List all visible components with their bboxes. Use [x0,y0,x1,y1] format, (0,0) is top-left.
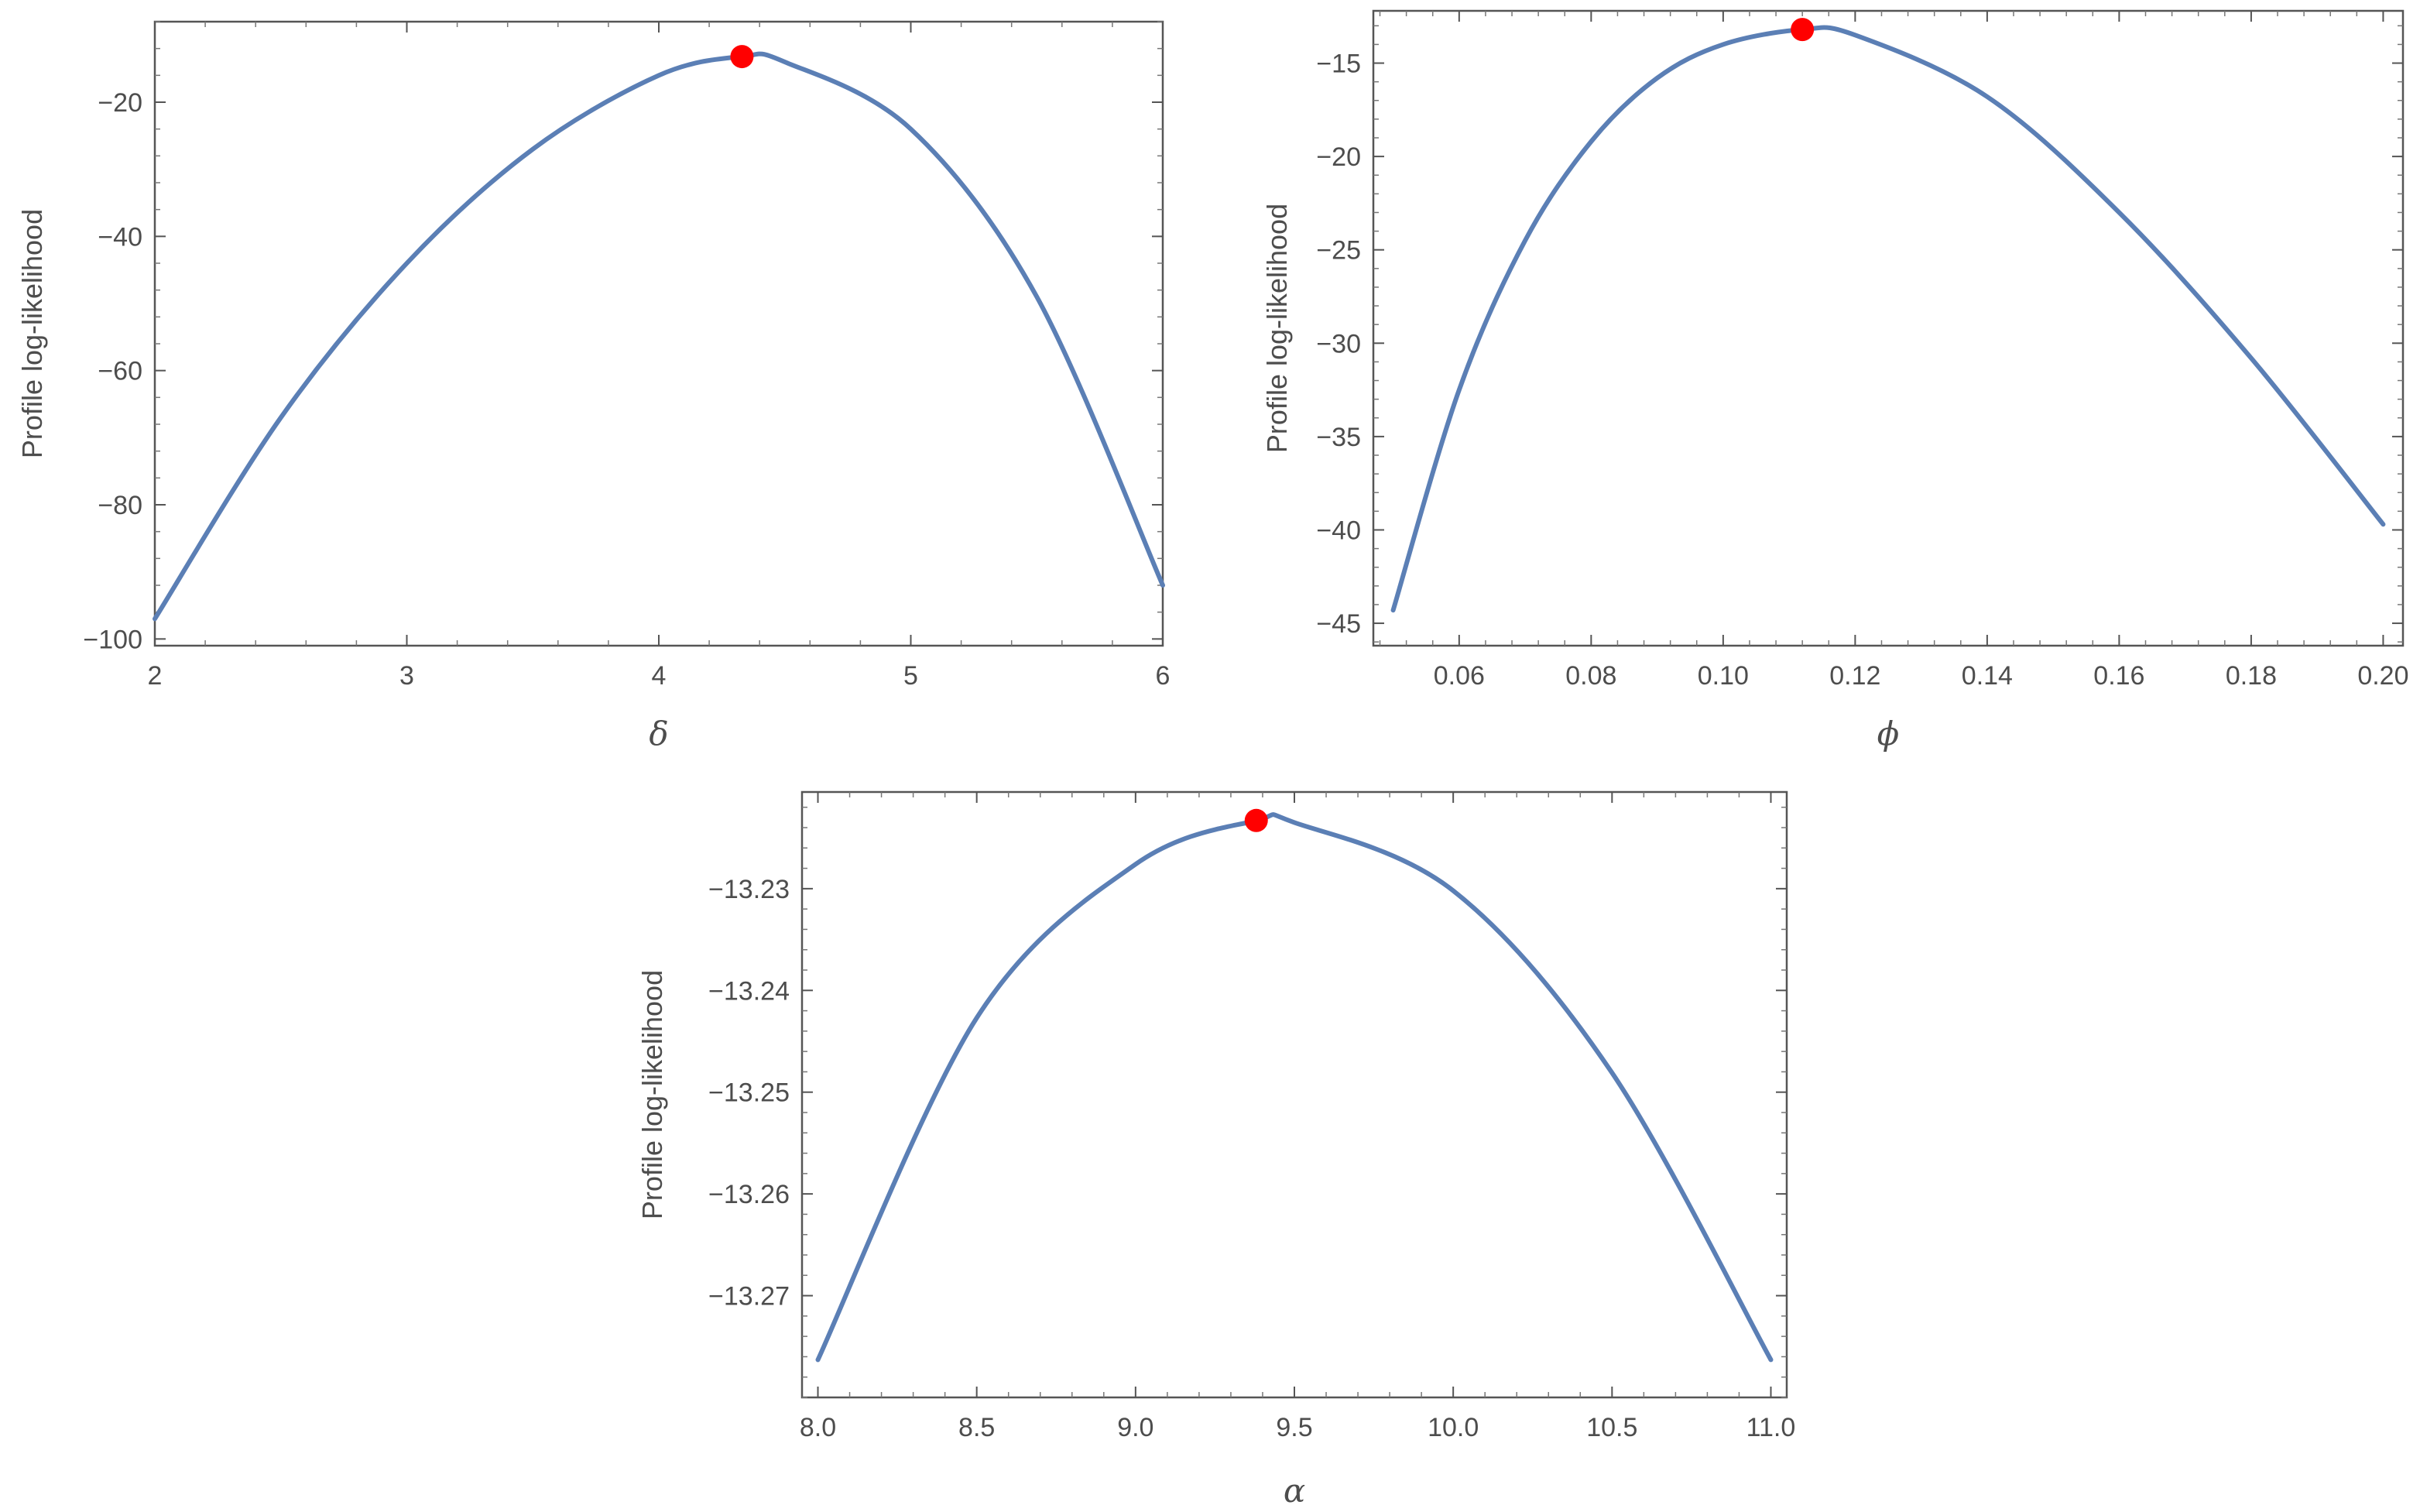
x-tick-label: 0.18 [2226,661,2277,691]
x-tick-label: 6 [1156,661,1171,691]
x-tick-label: 0.10 [1698,661,1749,691]
tick-marks [802,792,1787,1398]
y-tick-label: −40 [1316,516,1361,545]
x-tick-label: 9.0 [1117,1413,1153,1442]
x-tick-label: 10.5 [1586,1413,1637,1442]
x-axis-label: ϕ [1877,715,1900,753]
y-tick-label: −40 [98,222,142,252]
y-tick-labels: −45 −40 −35 −30 −25 −20 −15 [1316,50,1361,639]
y-tick-label: −15 [1316,50,1361,79]
max-likelihood-point [1791,18,1815,42]
x-tick-labels: 2 3 4 5 6 [148,661,1171,691]
chart-panel-delta: 2 3 4 5 6 −100 −80 −60 −40 −20 δ Profile log-lik… [16,20,1171,753]
x-axis-label: α [1284,1472,1305,1510]
y-tick-label: −60 [98,357,142,386]
plot-frame [800,790,1788,1399]
x-tick-label: 9.5 [1276,1413,1312,1442]
y-axis-label: Profile log-likelihood [636,970,668,1219]
x-tick-label: 0.06 [1434,661,1485,691]
y-tick-label: −13.23 [708,875,790,904]
plot-frame [1372,9,2405,647]
y-tick-label: −13.26 [708,1180,790,1209]
x-tick-label: 0.14 [1962,661,2013,691]
y-axis-label: Profile log-likelihood [1261,204,1293,453]
y-tick-label: −30 [1316,329,1361,358]
x-tick-label: 0.12 [1829,661,1880,691]
x-tick-label: 5 [903,661,918,691]
x-tick-label: 8.0 [800,1413,836,1442]
x-axis-label: δ [649,715,668,753]
chart-panel-alpha: 8.0 8.5 9.0 9.5 10.0 10.5 11.0 −13.27−13.26−13… [636,790,1795,1510]
max-likelihood-point [1244,808,1268,832]
y-tick-labels: −13.27 −13.26 −13.25 −13.24 −13.23 [708,875,790,1311]
x-tick-label: 0.20 [2357,661,2408,691]
chart-panel-phi: 0.06 0.08 0.10 0.12 0.14 0.16 0.18 0.20 −45−40−… [1261,9,2409,753]
y-tick-label: −13.24 [708,976,790,1006]
y-tick-label: −80 [98,491,142,520]
x-tick-label: 3 [399,661,414,691]
series-line [815,812,1774,1363]
y-tick-label: −35 [1316,423,1361,452]
x-tick-label: 0.16 [2093,661,2144,691]
x-tick-label: 0.08 [1565,661,1616,691]
y-tick-label: −13.25 [708,1078,790,1108]
x-tick-label: 2 [148,661,163,691]
x-tick-label: 10.0 [1428,1413,1479,1442]
tick-marks [1373,11,2403,646]
y-tick-label: −20 [98,88,142,118]
x-tick-labels: 0.06 0.08 0.10 0.12 0.14 0.16 0.18 0.20 [1434,661,2409,691]
x-tick-labels: 8.0 8.5 9.0 9.5 10.0 10.5 11.0 [800,1413,1795,1442]
y-tick-label: −13.27 [708,1282,790,1311]
x-tick-label: 11.0 [1746,1413,1796,1442]
plot-frame [153,20,1164,647]
y-tick-label: −45 [1316,609,1361,639]
max-likelihood-point [730,45,754,69]
series-line [153,51,1165,622]
y-tick-label: −100 [83,625,142,654]
x-tick-label: 4 [652,661,667,691]
y-tick-labels: −100 −80 −60 −40 −20 [83,88,142,654]
y-axis-label: Profile log-likelihood [16,209,48,458]
y-tick-label: −20 [1316,142,1361,172]
y-tick-label: −25 [1316,236,1361,266]
x-tick-label: 8.5 [958,1413,995,1442]
tick-marks [154,21,1164,646]
series-line [1390,25,2386,613]
